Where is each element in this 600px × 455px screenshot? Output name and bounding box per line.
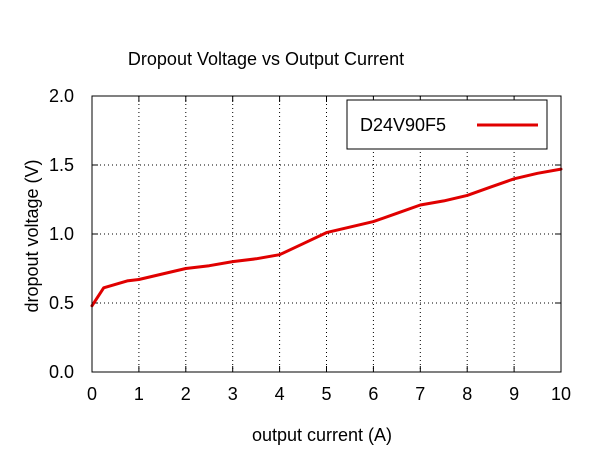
x-tick-label: 10 <box>551 384 571 404</box>
y-tick-label: 1.0 <box>49 224 74 244</box>
y-tick-label: 1.5 <box>49 155 74 175</box>
x-tick-label: 0 <box>87 384 97 404</box>
y-tick-label: 2.0 <box>49 86 74 106</box>
x-tick-label: 5 <box>321 384 331 404</box>
legend-label: D24V90F5 <box>360 115 446 135</box>
x-axis-label: output current (A) <box>252 425 392 445</box>
x-tick-label: 1 <box>134 384 144 404</box>
chart-title: Dropout Voltage vs Output Current <box>128 49 404 69</box>
x-tick-label: 7 <box>415 384 425 404</box>
series-layer <box>90 167 563 308</box>
legend: D24V90F5 <box>346 99 548 150</box>
x-tick-label: 8 <box>462 384 472 404</box>
series-line <box>90 167 563 308</box>
x-tick-label: 9 <box>509 384 519 404</box>
x-tick-label: 2 <box>181 384 191 404</box>
y-tick-label: 0.5 <box>49 293 74 313</box>
plot-frame <box>91 95 562 373</box>
y-axis-label: dropout voltage (V) <box>22 159 42 312</box>
y-tick-label: 0.0 <box>49 362 74 382</box>
x-tick-label: 4 <box>275 384 285 404</box>
x-tick-label: 3 <box>228 384 238 404</box>
x-tick-label: 6 <box>368 384 378 404</box>
